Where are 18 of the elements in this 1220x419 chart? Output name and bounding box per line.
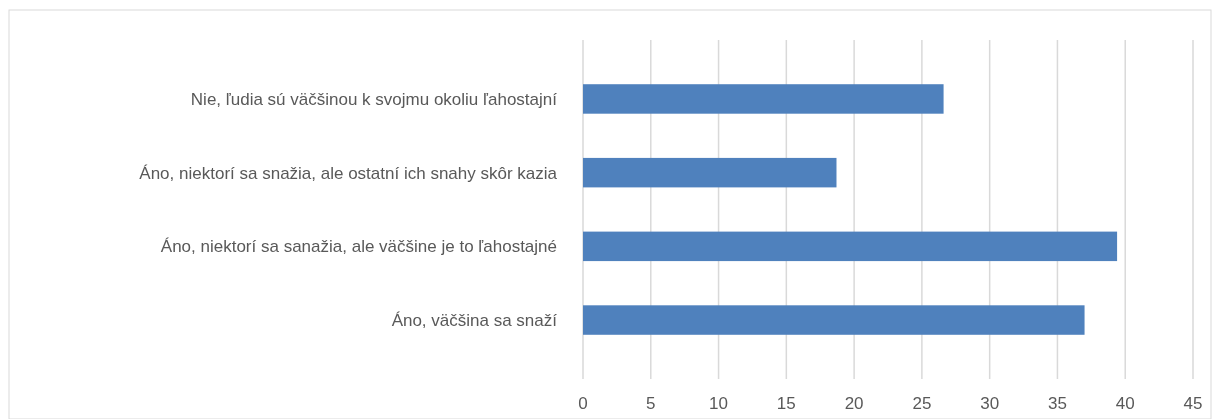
bar [583,231,1118,262]
bar [583,305,1085,335]
x-tick-label: 30 [980,394,1000,413]
x-tick-label: 0 [578,394,588,413]
x-tick-label: 15 [776,394,796,413]
x-tick-label: 5 [646,394,656,413]
y-tick-label: Áno, niektorí sa sanažia, ale väčšine je to ľahostajné [160,237,557,257]
bar [583,84,944,114]
x-tick-label: 35 [1047,394,1067,413]
x-tick-label: 25 [912,394,932,413]
bar [583,157,837,188]
x-tick-label: 45 [1183,394,1203,413]
x-tick-label: 10 [709,394,729,413]
x-tick-label: 20 [844,394,864,413]
x-tick-label: 40 [1115,394,1135,413]
y-tick-label: Nie, ľudia sú väčšinou k svojmu okoliu ľahostajní [190,89,558,109]
y-tick-label: Áno, niektorí sa snažia, ale ostatní ich snahy skôr kazia [139,163,558,183]
y-tick-label: Áno, väčšina sa snaží [391,310,558,330]
